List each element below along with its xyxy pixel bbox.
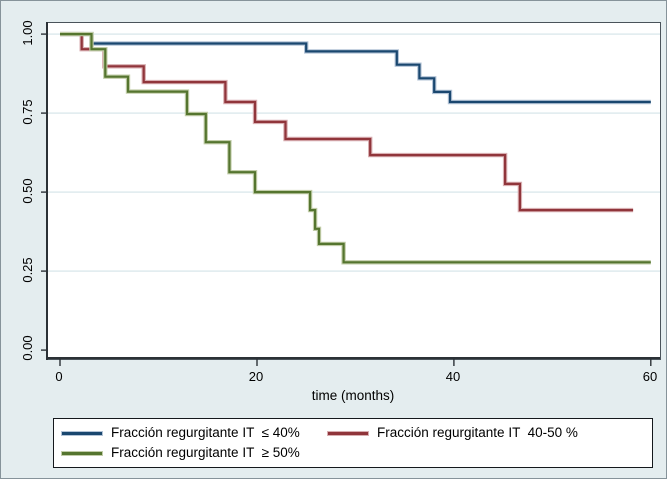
x-axis-tick-label: 60 xyxy=(642,369,658,384)
x-axis-tick-label: 20 xyxy=(248,369,264,384)
plot-svg xyxy=(41,31,660,366)
x-axis-title: time (months) xyxy=(311,388,395,403)
green-line-swatch xyxy=(62,451,102,455)
legend: Fracción regurgitante IT ≤ 40% Fracción … xyxy=(53,418,653,468)
legend-label: Fracción regurgitante IT ≤ 40% xyxy=(111,425,300,440)
legend-entry-40-50: Fracción regurgitante IT 40-50 % xyxy=(328,423,578,443)
y-axis-tick-label: 0.25 xyxy=(20,257,35,283)
x-axis-line xyxy=(46,357,660,359)
y-axis-tick-label: 0.00 xyxy=(20,335,35,361)
red-line-swatch xyxy=(328,431,368,435)
y-axis-tick-label: 0.50 xyxy=(20,178,35,204)
legend-label: Fracción regurgitante IT ≥ 50% xyxy=(111,445,300,460)
legend-entry-ge50: Fracción regurgitante IT ≥ 50% xyxy=(62,443,300,463)
x-axis-tick-label: 0 xyxy=(55,369,63,384)
x-axis-tick-label: 40 xyxy=(445,369,461,384)
legend-label: Fracción regurgitante IT 40-50 % xyxy=(377,425,578,440)
y-axis-tick-label: 0.75 xyxy=(20,99,35,125)
plot-area xyxy=(41,22,661,366)
y-axis-line xyxy=(46,22,48,360)
legend-entry-le40: Fracción regurgitante IT ≤ 40% xyxy=(62,423,300,443)
blue-line-swatch xyxy=(62,431,102,435)
y-axis-tick-label: 1.00 xyxy=(20,20,35,46)
